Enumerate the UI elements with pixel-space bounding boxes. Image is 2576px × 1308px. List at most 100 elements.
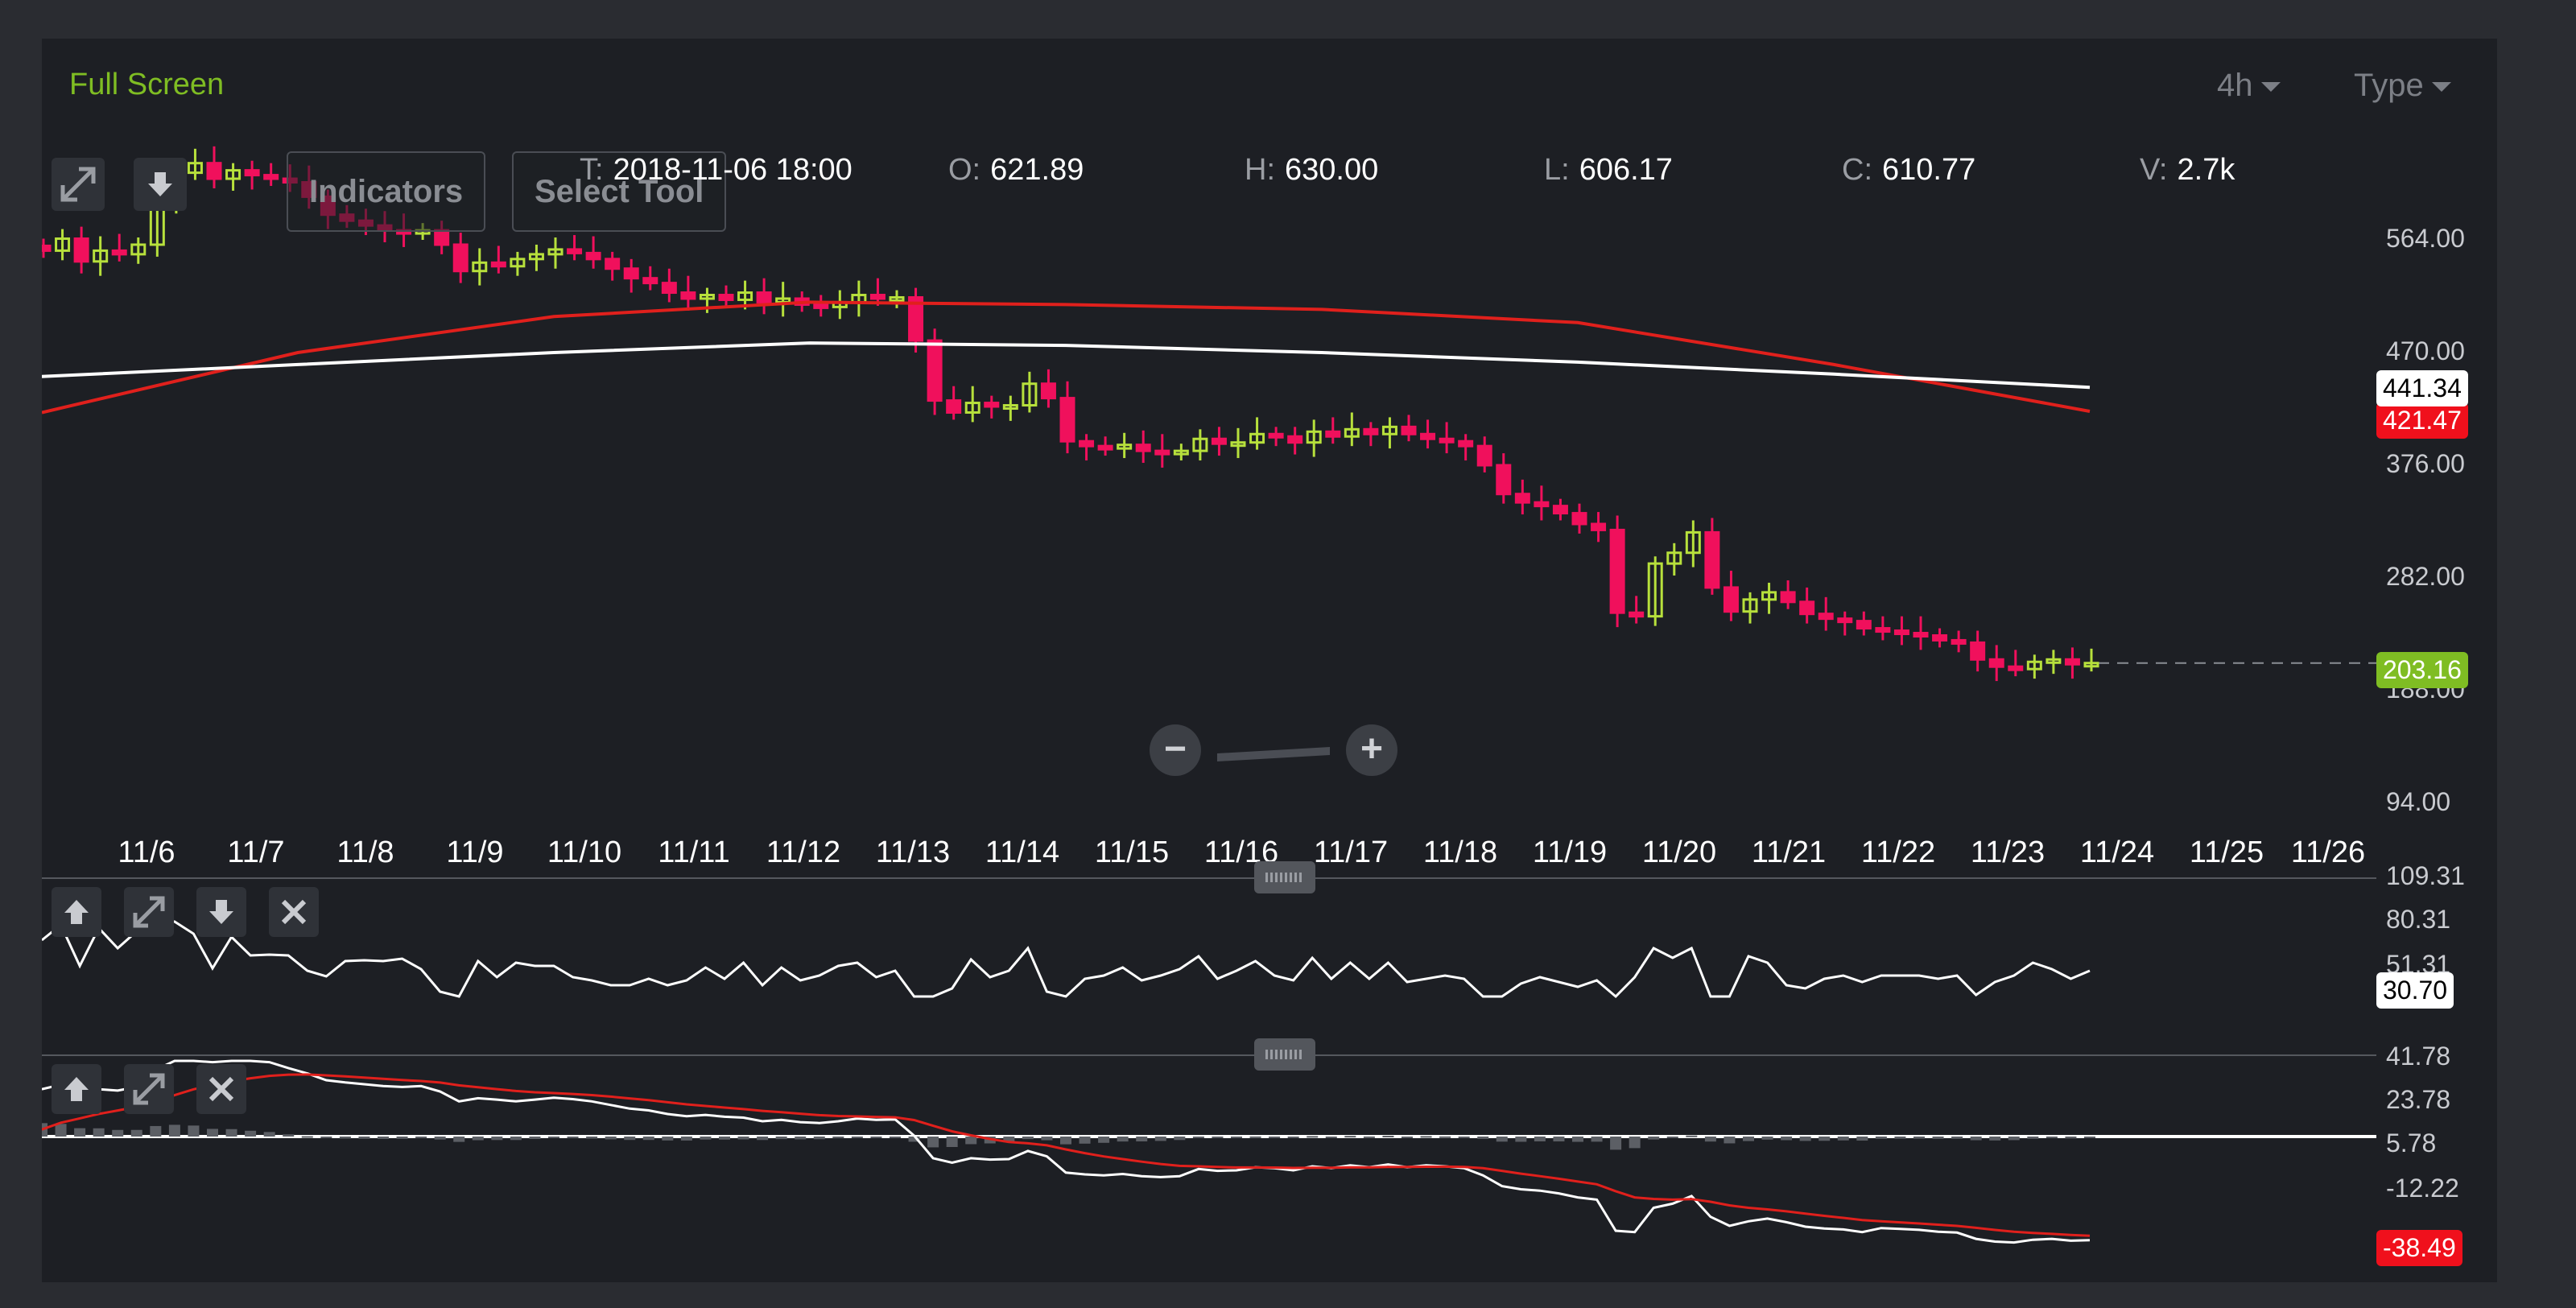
zoom-slider xyxy=(1217,747,1330,761)
macd-fullscreen-button[interactable] xyxy=(124,1064,174,1114)
candle-down xyxy=(1514,493,1530,504)
candle-up xyxy=(55,237,71,252)
indicators-button[interactable]: Indicators xyxy=(287,151,486,232)
candle-up xyxy=(510,258,526,268)
candle-down xyxy=(1704,530,1720,589)
candle-up xyxy=(889,295,905,302)
macd-histogram-bar xyxy=(42,1123,47,1137)
interval-select[interactable]: 4h xyxy=(2217,68,2281,104)
x-axis-label: 11/19 xyxy=(1532,836,1608,869)
fullscreen-icon xyxy=(60,167,96,202)
macd-histogram-bar xyxy=(567,1137,579,1139)
zoom-out-button[interactable]: − xyxy=(1150,724,1201,776)
candle-down xyxy=(623,267,639,280)
move-down-button[interactable] xyxy=(134,158,187,211)
candle-down xyxy=(1780,591,1796,604)
resize-handle[interactable] xyxy=(1254,861,1315,893)
candle-up xyxy=(1230,441,1246,448)
candle-down xyxy=(1420,432,1436,440)
ma-red-line xyxy=(42,300,2091,415)
candle-down xyxy=(1325,430,1341,438)
candle-down xyxy=(927,339,943,402)
macd-histogram-bar xyxy=(680,1137,692,1141)
x-axis-label: 11/6 xyxy=(118,836,175,869)
candle-up xyxy=(1647,562,1663,618)
ohlc-close-value: 610.77 xyxy=(1882,153,1976,187)
ohlc-time-value: 2018-11-06 18:00 xyxy=(613,153,852,187)
macd-histogram-bar xyxy=(1932,1137,1944,1139)
candle-up xyxy=(547,248,564,256)
macd-histogram-bar xyxy=(1724,1137,1736,1144)
macd-histogram-bar xyxy=(1003,1137,1015,1143)
candle-down xyxy=(1629,611,1645,618)
macd-histogram-bar xyxy=(1515,1137,1527,1142)
macd-histogram-bar xyxy=(1818,1137,1831,1141)
macd-histogram-bar xyxy=(55,1124,67,1137)
x-axis-label: 11/14 xyxy=(985,836,1060,869)
resize-handle[interactable] xyxy=(1254,1038,1315,1071)
last-price-tag: 203.16 xyxy=(2376,652,2468,688)
candle-up xyxy=(1306,430,1322,444)
candle-down xyxy=(1591,522,1607,531)
macd-histogram-bar xyxy=(1894,1137,1906,1139)
rsi-close-button[interactable] xyxy=(269,887,319,937)
fullscreen-icon xyxy=(133,1073,165,1105)
ohlc-time-label: T: xyxy=(580,153,604,187)
x-axis-label: 11/17 xyxy=(1313,836,1389,869)
macd-histogram-bar xyxy=(1192,1137,1204,1138)
candle-up xyxy=(1117,444,1133,450)
candle-down xyxy=(42,244,52,252)
close-icon xyxy=(281,899,307,925)
macd-move-up-button[interactable] xyxy=(52,1064,101,1114)
fullscreen-icon xyxy=(133,896,165,928)
candle-down xyxy=(869,294,886,300)
ohlc-volume-label: V: xyxy=(2140,153,2168,187)
full-screen-link[interactable]: Full Screen xyxy=(69,68,225,101)
macd-histogram-bar xyxy=(1022,1137,1034,1140)
chart-canvas[interactable] xyxy=(42,39,2497,1282)
candle-up xyxy=(1344,427,1360,438)
type-select[interactable]: Type xyxy=(2354,68,2451,104)
fullscreen-button[interactable] xyxy=(52,158,105,211)
candle-down xyxy=(756,291,772,303)
macd-histogram-bar xyxy=(2046,1137,2058,1139)
candle-down xyxy=(567,248,583,254)
macd-histogram-bar xyxy=(491,1137,503,1141)
candle-down xyxy=(1154,449,1170,456)
candle-down xyxy=(1932,633,1948,642)
candle-down xyxy=(1799,600,1815,616)
select-tool-button[interactable]: Select Tool xyxy=(512,151,727,232)
macd-histogram-bar xyxy=(1382,1135,1394,1137)
x-axis-label: 11/11 xyxy=(658,836,730,869)
rsi-fullscreen-button[interactable] xyxy=(124,887,174,937)
candle-down xyxy=(1287,435,1303,444)
macd-histogram-bar xyxy=(396,1137,408,1139)
macd-axis-label: 23.78 xyxy=(2386,1085,2451,1114)
rsi-move-up-button[interactable] xyxy=(52,887,101,937)
macd-histogram-bar xyxy=(1363,1136,1375,1138)
x-axis-label: 11/13 xyxy=(875,836,951,869)
x-axis-label: 11/20 xyxy=(1641,836,1717,869)
candle-up xyxy=(225,169,242,180)
candle-down xyxy=(1552,505,1568,515)
ohlc-open-value: 621.89 xyxy=(990,153,1084,187)
x-axis-label: 11/7 xyxy=(227,836,285,869)
candle-down xyxy=(642,277,658,285)
macd-histogram-bar xyxy=(1781,1137,1793,1141)
macd-histogram-bar xyxy=(263,1132,275,1137)
ohlc-close-label: C: xyxy=(1842,153,1872,187)
macd-close-button[interactable] xyxy=(196,1064,246,1114)
candle-down xyxy=(1534,501,1550,508)
macd-histogram-bar xyxy=(1287,1137,1299,1138)
macd-histogram-bar xyxy=(1439,1136,1451,1138)
zoom-in-button[interactable]: + xyxy=(1346,724,1397,776)
macd-histogram-bar xyxy=(1989,1137,2001,1141)
candle-down xyxy=(1496,464,1512,496)
move-up-icon xyxy=(64,1077,89,1101)
rsi-move-down-button[interactable] xyxy=(196,887,246,937)
chevron-down-icon xyxy=(2260,82,2281,93)
macd-histogram-bar xyxy=(1534,1137,1546,1141)
candle-down xyxy=(605,258,621,270)
candle-down xyxy=(1856,620,1872,630)
x-axis-label: 11/12 xyxy=(766,836,841,869)
